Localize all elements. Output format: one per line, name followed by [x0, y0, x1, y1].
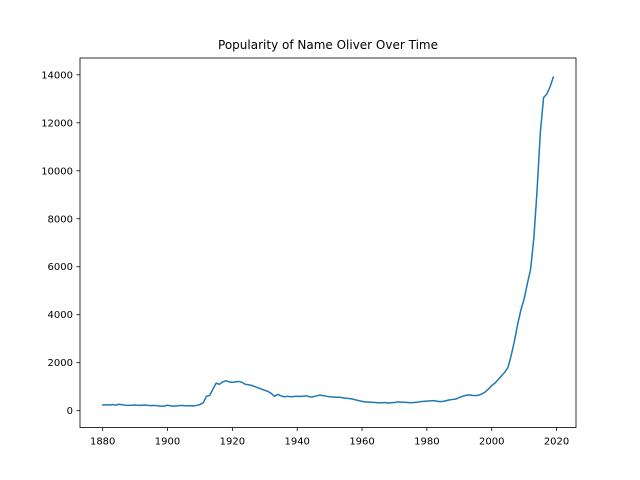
- y-tick-label: 4000: [48, 310, 73, 321]
- series-line: [101, 76, 555, 407]
- y-tick-label: 2000: [48, 358, 73, 369]
- plot-frame: [79, 57, 577, 428]
- y-tick-label: 10000: [41, 166, 73, 177]
- chart-title: Popularity of Name Oliver Over Time: [218, 38, 438, 52]
- x-tick-label: 1880: [90, 437, 115, 448]
- x-tick-label: 2000: [479, 437, 504, 448]
- x-tick-label: 1900: [155, 437, 180, 448]
- x-tick-label: 1940: [284, 437, 309, 448]
- x-tick-label: 1980: [414, 437, 439, 448]
- plot-area: [101, 76, 555, 407]
- y-tick-label: 6000: [48, 262, 73, 273]
- y-tick-label: 0: [67, 406, 73, 417]
- x-tick-label: 2020: [544, 437, 569, 448]
- y-axis: 0 2000 4000 6000 8000 10000 12000 14000: [41, 70, 80, 417]
- y-tick-label: 14000: [41, 70, 73, 81]
- x-tick-label: 1920: [220, 437, 245, 448]
- y-tick-label: 8000: [48, 214, 73, 225]
- x-axis: 1880 1900 1920 1940 1960 1980 2000 2020: [90, 427, 569, 448]
- y-tick-label: 12000: [41, 118, 73, 129]
- x-tick-label: 1960: [349, 437, 374, 448]
